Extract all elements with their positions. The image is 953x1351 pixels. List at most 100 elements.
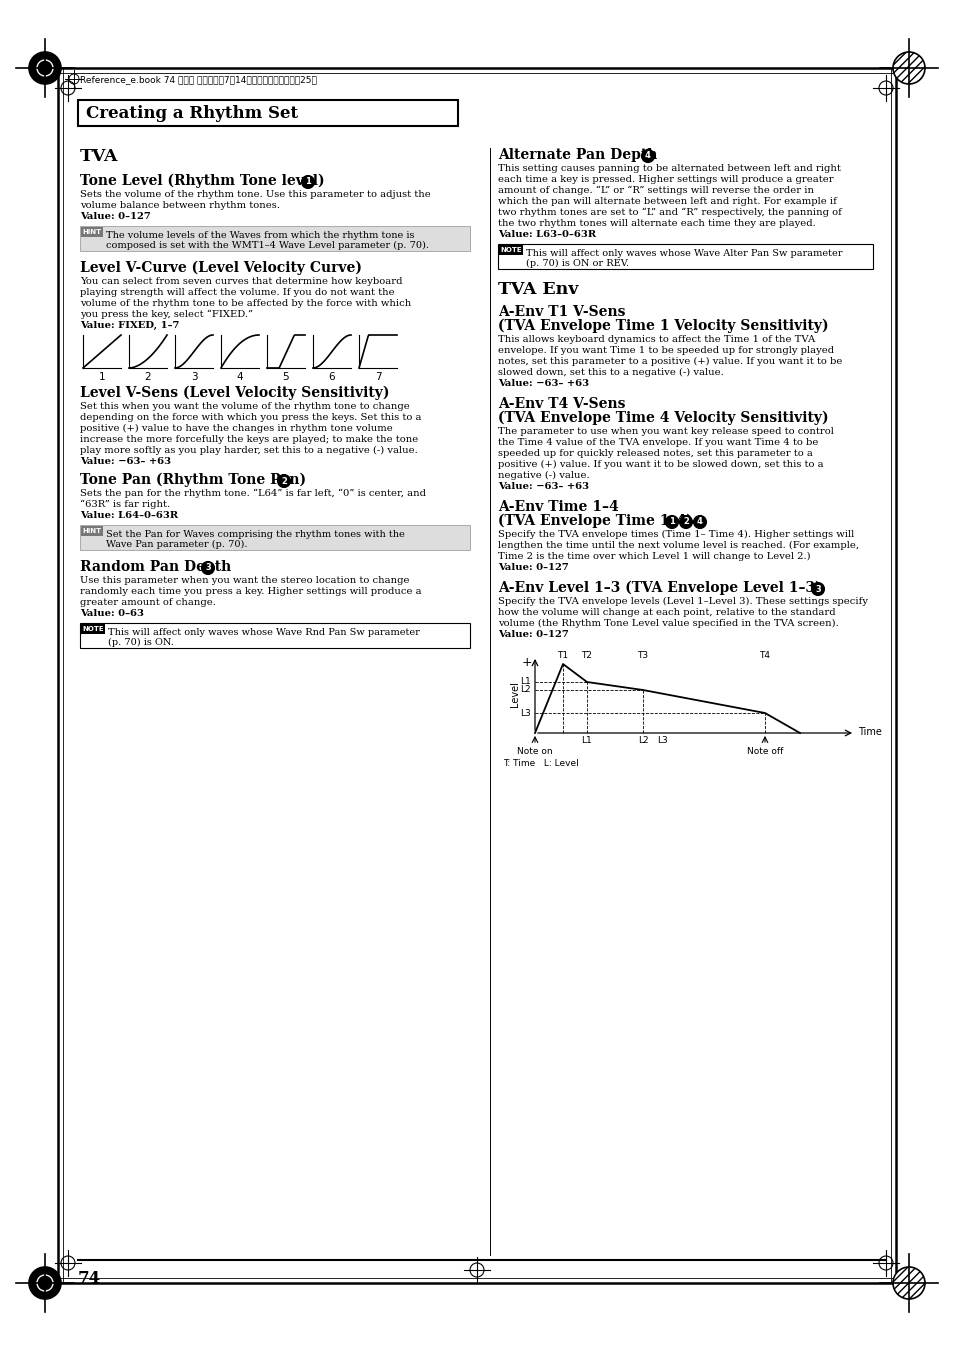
Text: negative (-) value.: negative (-) value. [497, 471, 589, 480]
Text: lengthen the time until the next volume level is reached. (For example,: lengthen the time until the next volume … [497, 540, 859, 550]
Text: 1: 1 [305, 177, 311, 186]
Text: T1: T1 [557, 651, 568, 661]
Text: 7: 7 [375, 372, 381, 382]
Circle shape [811, 582, 823, 596]
Text: L3: L3 [657, 736, 668, 744]
Text: Value: −63– +63: Value: −63– +63 [497, 380, 589, 388]
Text: randomly each time you press a key. Higher settings will produce a: randomly each time you press a key. High… [80, 586, 421, 596]
Text: envelope. If you want Time 1 to be speeded up for strongly played: envelope. If you want Time 1 to be speed… [497, 346, 833, 355]
Text: volume (the Rhythm Tone Level value specified in the TVA screen).: volume (the Rhythm Tone Level value spec… [497, 619, 838, 628]
FancyBboxPatch shape [81, 624, 105, 634]
Text: playing strength will affect the volume. If you do not want the: playing strength will affect the volume.… [80, 288, 395, 297]
FancyBboxPatch shape [498, 245, 522, 255]
Text: each time a key is pressed. Higher settings will produce a greater: each time a key is pressed. Higher setti… [497, 176, 833, 184]
Text: L3: L3 [519, 708, 531, 717]
Text: Reference_e.book 74 ページ ２００３年7月14日　月曜日　午後３時25分: Reference_e.book 74 ページ ２００３年7月14日 月曜日 午… [80, 76, 316, 84]
Text: (TVA Envelope Time 4 Velocity Sensitivity): (TVA Envelope Time 4 Velocity Sensitivit… [497, 411, 828, 426]
Text: Note on: Note on [517, 747, 552, 757]
Text: 2: 2 [145, 372, 152, 382]
Text: L1: L1 [519, 677, 531, 686]
Text: 2: 2 [682, 517, 688, 527]
Text: Tone Pan (Rhythm Tone Pan): Tone Pan (Rhythm Tone Pan) [80, 473, 306, 488]
FancyBboxPatch shape [497, 245, 872, 269]
Circle shape [693, 516, 706, 528]
Text: This will affect only waves whose Wave Alter Pan Sw parameter: This will affect only waves whose Wave A… [525, 249, 841, 258]
FancyBboxPatch shape [78, 100, 457, 126]
Circle shape [892, 51, 924, 84]
Text: speeded up for quickly released notes, set this parameter to a: speeded up for quickly released notes, s… [497, 449, 812, 458]
Text: A-Env T4 V-Sens: A-Env T4 V-Sens [497, 397, 625, 411]
Text: L2: L2 [519, 685, 531, 694]
Text: Value: 0–127: Value: 0–127 [497, 630, 568, 639]
Text: Value: 0–127: Value: 0–127 [80, 212, 151, 222]
Text: two rhythm tones are set to “L” and “R” respectively, the panning of: two rhythm tones are set to “L” and “R” … [497, 208, 841, 218]
Circle shape [679, 516, 692, 528]
Text: Sets the pan for the rhythm tone. “L64” is far left, “0” is center, and: Sets the pan for the rhythm tone. “L64” … [80, 489, 426, 499]
Text: Random Pan Depth: Random Pan Depth [80, 561, 231, 574]
Text: You can select from seven curves that determine how keyboard: You can select from seven curves that de… [80, 277, 402, 286]
Text: how the volume will change at each point, relative to the standard: how the volume will change at each point… [497, 608, 835, 617]
Text: Value: L64–0–63R: Value: L64–0–63R [80, 511, 178, 520]
Text: HINT: HINT [82, 528, 101, 534]
Text: positive (+) value to have the changes in rhythm tone volume: positive (+) value to have the changes i… [80, 424, 393, 434]
Circle shape [892, 1267, 924, 1300]
Text: The parameter to use when you want key release speed to control: The parameter to use when you want key r… [497, 427, 833, 436]
Text: Set this when you want the volume of the rhythm tone to change: Set this when you want the volume of the… [80, 403, 410, 411]
Text: (TVA Envelope Time 1 Velocity Sensitivity): (TVA Envelope Time 1 Velocity Sensitivit… [497, 319, 828, 334]
Text: Creating a Rhythm Set: Creating a Rhythm Set [86, 104, 297, 122]
FancyBboxPatch shape [80, 623, 470, 648]
Text: 5: 5 [282, 372, 289, 382]
Text: Value: 0–127: Value: 0–127 [497, 563, 568, 571]
Text: composed is set with the WMT1–4 Wave Level parameter (p. 70).: composed is set with the WMT1–4 Wave Lev… [106, 240, 429, 250]
Circle shape [29, 51, 61, 84]
Text: Value: L63–0–63R: Value: L63–0–63R [497, 230, 596, 239]
Text: Specify the TVA envelope times (Time 1– Time 4). Higher settings will: Specify the TVA envelope times (Time 1– … [497, 530, 853, 539]
Text: Sets the volume of the rhythm tone. Use this parameter to adjust the: Sets the volume of the rhythm tone. Use … [80, 190, 431, 199]
Circle shape [29, 1267, 61, 1300]
Text: greater amount of change.: greater amount of change. [80, 598, 215, 607]
FancyBboxPatch shape [81, 526, 103, 536]
Text: play more softly as you play harder, set this to a negative (-) value.: play more softly as you play harder, set… [80, 446, 417, 455]
Text: Value: FIXED, 1–7: Value: FIXED, 1–7 [80, 322, 179, 330]
Text: Level V-Curve (Level Velocity Curve): Level V-Curve (Level Velocity Curve) [80, 261, 361, 276]
Text: “63R” is far right.: “63R” is far right. [80, 500, 170, 509]
Text: slowed down, set this to a negative (-) value.: slowed down, set this to a negative (-) … [497, 367, 723, 377]
Text: 4: 4 [644, 151, 650, 161]
FancyBboxPatch shape [80, 526, 470, 550]
Text: which the pan will alternate between left and right. For example if: which the pan will alternate between lef… [497, 197, 836, 205]
Text: you press the key, select “FIXED.”: you press the key, select “FIXED.” [80, 309, 253, 319]
Text: L1: L1 [581, 736, 592, 744]
Text: (TVA Envelope Time 1–4): (TVA Envelope Time 1–4) [497, 513, 692, 528]
Text: Use this parameter when you want the stereo location to change: Use this parameter when you want the ste… [80, 576, 409, 585]
Text: amount of change. “L” or “R” settings will reverse the order in: amount of change. “L” or “R” settings wi… [497, 186, 813, 196]
Text: Value: 0–63: Value: 0–63 [80, 609, 144, 617]
Text: Alternate Pan Depth: Alternate Pan Depth [497, 149, 657, 162]
Text: 74: 74 [78, 1270, 101, 1288]
Text: Value: −63– +63: Value: −63– +63 [497, 482, 589, 490]
Text: Level V-Sens (Level Velocity Sensitivity): Level V-Sens (Level Velocity Sensitivity… [80, 386, 389, 400]
Text: T2: T2 [581, 651, 592, 661]
Text: volume balance between rhythm tones.: volume balance between rhythm tones. [80, 201, 279, 209]
Text: NOTE: NOTE [499, 247, 521, 253]
Text: HINT: HINT [82, 230, 101, 235]
Circle shape [201, 562, 214, 574]
Text: Value: −63– +63: Value: −63– +63 [80, 457, 171, 466]
Text: 1: 1 [98, 372, 105, 382]
Text: volume of the rhythm tone to be affected by the force with which: volume of the rhythm tone to be affected… [80, 299, 411, 308]
Text: Set the Pan for Waves comprising the rhythm tones with the: Set the Pan for Waves comprising the rhy… [106, 530, 404, 539]
Text: +: + [521, 657, 532, 669]
Text: Note off: Note off [746, 747, 782, 757]
Text: This allows keyboard dynamics to affect the Time 1 of the TVA: This allows keyboard dynamics to affect … [497, 335, 815, 345]
Text: Tone Level (Rhythm Tone level): Tone Level (Rhythm Tone level) [80, 174, 324, 188]
Circle shape [665, 516, 678, 528]
FancyBboxPatch shape [81, 227, 103, 236]
Text: 1: 1 [668, 517, 674, 527]
FancyBboxPatch shape [80, 226, 470, 251]
Text: (p. 70) is ON.: (p. 70) is ON. [108, 638, 173, 647]
Text: This setting causes panning to be alternated between left and right: This setting causes panning to be altern… [497, 163, 840, 173]
Text: Specify the TVA envelope levels (Level 1–Level 3). These settings specify: Specify the TVA envelope levels (Level 1… [497, 597, 867, 607]
Circle shape [640, 150, 654, 162]
Circle shape [277, 474, 291, 488]
Text: the two rhythm tones will alternate each time they are played.: the two rhythm tones will alternate each… [497, 219, 815, 228]
Text: notes, set this parameter to a positive (+) value. If you want it to be: notes, set this parameter to a positive … [497, 357, 841, 366]
